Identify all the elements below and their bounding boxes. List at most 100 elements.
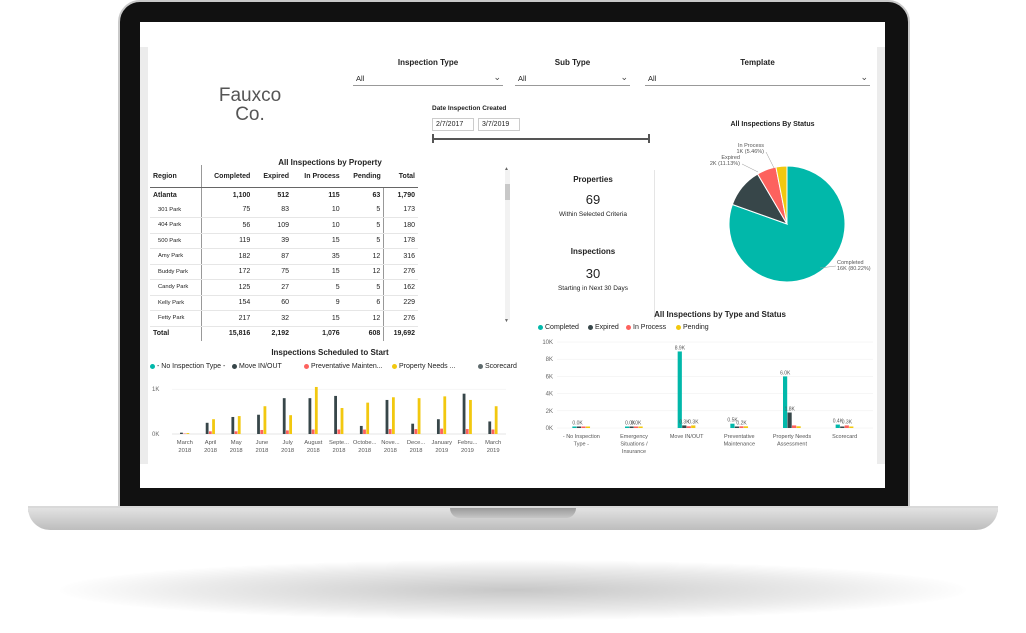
bar-in-process[interactable]: [844, 425, 849, 428]
bar-pending[interactable]: [638, 426, 643, 429]
bar-completed[interactable]: [677, 351, 682, 428]
bar-preventative-mainten-[interactable]: [208, 431, 212, 434]
bar-property-needs-[interactable]: [237, 416, 241, 434]
table-row[interactable]: Kelly Park 154 60 9 6 229: [150, 295, 418, 311]
legend-item[interactable]: Property Needs ...: [392, 363, 455, 370]
bar-move-in-out[interactable]: [411, 423, 415, 434]
bar-property-needs-[interactable]: [443, 396, 447, 434]
bar-move-in-out[interactable]: [282, 398, 286, 434]
col-header-total[interactable]: Total: [383, 165, 418, 188]
table-row[interactable]: Fetty Park 217 32 15 12 276: [150, 310, 418, 327]
table-scrollbar-thumb[interactable]: [505, 184, 510, 200]
pie-slice-pending[interactable]: [775, 165, 788, 225]
bar-preventative-mainten-[interactable]: [337, 429, 341, 434]
bar-property-needs-[interactable]: [314, 386, 318, 434]
table-row[interactable]: 500 Park 119 39 15 5 178: [150, 233, 418, 249]
bar-property-needs-[interactable]: [494, 406, 498, 434]
bar-move-in-out[interactable]: [359, 425, 363, 434]
bar-completed[interactable]: [572, 426, 577, 429]
col-header-expired[interactable]: Expired: [253, 165, 293, 188]
type-status-bar-chart[interactable]: 10K 8K 6K 4K 2K 0K 0.0K - No Inspection Type - 0.…: [535, 336, 875, 466]
bar-completed[interactable]: [835, 424, 840, 428]
inspection-type-dropdown[interactable]: All ⌄: [353, 72, 503, 86]
scroll-up-icon[interactable]: ▲: [504, 166, 509, 172]
bar-in-process[interactable]: [634, 426, 639, 429]
legend-item[interactable]: Pending: [676, 324, 709, 331]
table-row[interactable]: Candy Park 125 27 5 5 162: [150, 279, 418, 296]
bar-in-process[interactable]: [581, 426, 586, 429]
bar-expired[interactable]: [734, 426, 740, 429]
col-header-pending[interactable]: Pending: [342, 165, 384, 188]
col-header-completed[interactable]: Completed: [201, 165, 254, 188]
bar-property-needs-[interactable]: [391, 397, 395, 434]
col-header-region[interactable]: Region: [150, 165, 202, 188]
legend-item[interactable]: Move IN/OUT: [232, 363, 282, 370]
bar-preventative-mainten-[interactable]: [311, 429, 315, 434]
legend-item[interactable]: Preventative Mainten...: [304, 363, 383, 370]
date-end-input[interactable]: 3/7/2019: [478, 118, 520, 131]
bar-pending[interactable]: [743, 426, 749, 428]
bar-move-in-out[interactable]: [436, 419, 440, 434]
bar-move-in-out[interactable]: [334, 395, 337, 434]
bar-preventative-mainten-[interactable]: [465, 429, 469, 434]
table-row[interactable]: Buddy Park 172 75 15 12 276: [150, 264, 418, 280]
bar-pending[interactable]: [849, 426, 854, 429]
table-row[interactable]: 301 Park 75 83 10 5 173: [150, 202, 418, 218]
date-slider-end-handle[interactable]: [648, 134, 650, 143]
region-row[interactable]: Atlanta 1,100 512 115 63 1,790: [150, 187, 418, 203]
bar-preventative-mainten-[interactable]: [234, 431, 238, 434]
scheduled-bar-chart[interactable]: 1K 0K March 2018 April 2018 May 2018 June 2018 Jul…: [150, 376, 510, 462]
template-dropdown[interactable]: All ⌄: [645, 72, 870, 86]
legend-item[interactable]: - No Inspection Type -: [150, 363, 225, 370]
date-start-input[interactable]: 2/7/2017: [432, 118, 474, 131]
bar-preventative-mainten-[interactable]: [440, 428, 443, 434]
date-slider-start-handle[interactable]: [432, 134, 434, 143]
bar-property-needs-[interactable]: [289, 415, 293, 434]
bar-pending[interactable]: [796, 426, 801, 428]
bar-property-needs-[interactable]: [186, 433, 190, 434]
bar-preventative-mainten-[interactable]: [388, 429, 392, 434]
bar-move-in-out[interactable]: [308, 398, 312, 434]
date-slider-track[interactable]: [433, 138, 649, 140]
bar-preventative-mainten-[interactable]: [260, 429, 264, 434]
bar-move-in-out[interactable]: [205, 422, 209, 434]
bar-expired[interactable]: [576, 426, 582, 429]
bar-preventative-mainten-[interactable]: [491, 429, 495, 434]
bar-move-in-out[interactable]: [257, 414, 260, 434]
bar-move-in-out[interactable]: [180, 432, 183, 434]
bar-in-process[interactable]: [686, 426, 691, 428]
bar-completed[interactable]: [625, 426, 630, 429]
bar-preventative-mainten-[interactable]: [414, 429, 418, 434]
bar-expired[interactable]: [787, 412, 792, 428]
sub-type-dropdown[interactable]: All ⌄: [515, 72, 630, 86]
scroll-down-icon[interactable]: ▼: [504, 318, 509, 324]
bar-property-needs-[interactable]: [469, 399, 472, 434]
bar-preventative-mainten-[interactable]: [286, 430, 289, 434]
bar-completed[interactable]: [730, 423, 735, 428]
bar-in-process[interactable]: [739, 426, 744, 428]
legend-item[interactable]: In Process: [626, 324, 666, 331]
bar-expired[interactable]: [629, 426, 634, 429]
bar-expired[interactable]: [840, 426, 845, 429]
legend-item[interactable]: Completed: [538, 324, 579, 331]
bar-expired[interactable]: [682, 425, 687, 428]
legend-item[interactable]: Expired: [588, 324, 619, 331]
bar-pending[interactable]: [691, 425, 696, 428]
bar-move-in-out[interactable]: [385, 399, 389, 434]
table-row[interactable]: Amy Park 182 87 35 12 316: [150, 248, 418, 265]
bar-property-needs-[interactable]: [212, 419, 215, 434]
table-row[interactable]: 404 Park 56 109 10 5 180: [150, 217, 418, 234]
bar-completed[interactable]: [783, 376, 788, 428]
bar-move-in-out[interactable]: [488, 421, 492, 434]
bar-property-needs-[interactable]: [340, 408, 344, 434]
legend-item[interactable]: Scorecard: [478, 363, 517, 370]
bar-property-needs-[interactable]: [417, 398, 421, 434]
bar-in-process[interactable]: [792, 425, 797, 428]
bar-move-in-out[interactable]: [462, 393, 466, 434]
bar-preventative-mainten-[interactable]: [363, 429, 366, 434]
bar-move-in-out[interactable]: [231, 416, 235, 434]
col-header-in-process[interactable]: In Process: [292, 165, 343, 188]
table-scrollbar[interactable]: [505, 170, 510, 320]
bar-property-needs-[interactable]: [263, 406, 267, 434]
